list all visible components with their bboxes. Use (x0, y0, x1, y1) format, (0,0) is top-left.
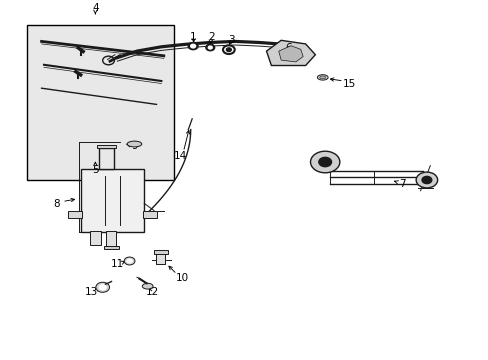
Circle shape (208, 46, 212, 49)
Bar (154, 250, 167, 254)
Bar (68, 211, 82, 218)
Bar (90, 231, 101, 245)
Ellipse shape (142, 283, 153, 289)
Text: 9: 9 (131, 141, 138, 151)
Bar (81, 169, 144, 232)
Circle shape (421, 176, 431, 184)
Text: 3: 3 (227, 35, 234, 45)
Bar (99, 148, 114, 169)
Circle shape (99, 285, 106, 290)
Bar (104, 246, 119, 249)
Circle shape (124, 257, 135, 265)
Text: 6: 6 (285, 43, 291, 53)
Circle shape (188, 42, 198, 50)
Text: 15: 15 (342, 78, 356, 89)
Circle shape (310, 151, 339, 173)
Bar (143, 211, 157, 218)
Text: 7: 7 (398, 179, 405, 189)
Circle shape (415, 172, 437, 188)
Ellipse shape (319, 76, 325, 79)
Bar (106, 231, 116, 247)
Polygon shape (266, 40, 315, 66)
Circle shape (190, 44, 195, 48)
Circle shape (96, 282, 109, 292)
Text: 4: 4 (92, 3, 99, 13)
Circle shape (127, 259, 132, 263)
Polygon shape (278, 46, 303, 62)
Text: 13: 13 (85, 287, 99, 297)
Ellipse shape (127, 141, 142, 147)
Text: 10: 10 (175, 273, 188, 283)
Text: 1: 1 (189, 32, 196, 42)
Ellipse shape (317, 75, 327, 80)
Text: 5: 5 (92, 165, 99, 175)
Text: 11: 11 (110, 258, 124, 269)
Text: 14: 14 (174, 150, 187, 161)
Circle shape (205, 44, 214, 51)
Bar (156, 253, 165, 264)
Circle shape (318, 157, 331, 167)
Text: 12: 12 (145, 287, 159, 297)
Bar (97, 145, 116, 148)
Text: 2: 2 (207, 32, 214, 42)
Circle shape (226, 48, 231, 51)
Bar (27, 25, 173, 180)
Text: 8: 8 (53, 199, 60, 210)
